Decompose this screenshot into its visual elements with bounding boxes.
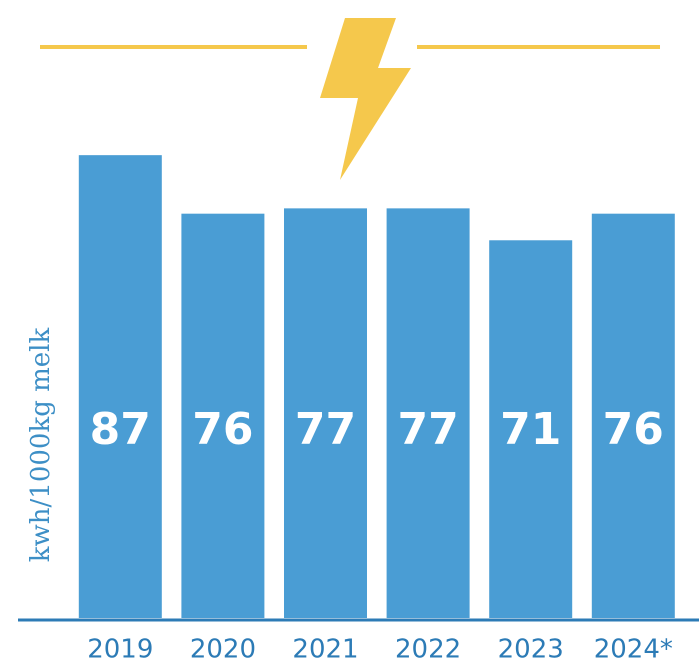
value-label: 87	[90, 404, 151, 455]
bar	[78, 155, 162, 618]
x-tick-label: 2024*	[594, 635, 673, 660]
lightning-icon	[320, 18, 411, 180]
bar	[591, 213, 675, 618]
bar	[181, 213, 265, 618]
value-label: 77	[295, 404, 356, 455]
value-label: 76	[192, 404, 253, 455]
y-axis-label: kwh/1000kg melk	[26, 328, 56, 563]
bar	[284, 208, 367, 619]
value-label: 77	[397, 404, 458, 455]
x-tick-label: 2021	[292, 635, 358, 660]
x-tick-label: 2020	[190, 635, 256, 660]
value-label: 76	[603, 404, 664, 455]
x-tick-label: 2019	[87, 635, 153, 660]
x-tick-label: 2022	[395, 635, 461, 660]
value-label: 71	[500, 404, 561, 455]
x-tick-label: 2023	[498, 635, 564, 660]
bar	[386, 208, 470, 619]
bar	[489, 240, 573, 618]
